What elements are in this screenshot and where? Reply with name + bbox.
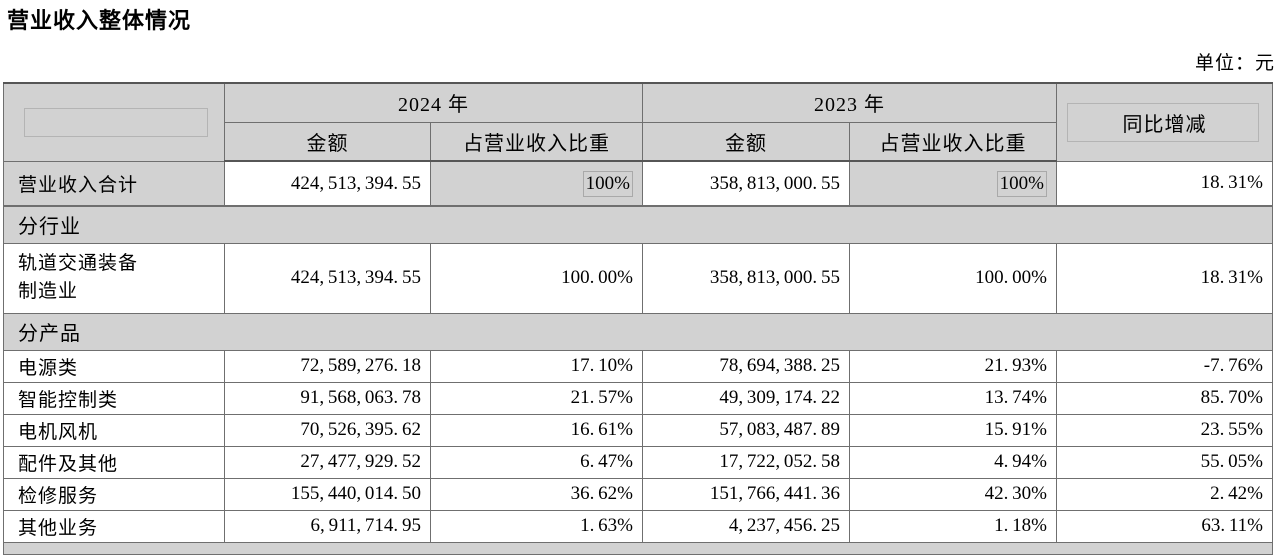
yoy-value: 55. 05% [1056,445,1273,479]
header-amount-2024: 金额 [224,121,431,162]
ratio-2023: 1. 18% [849,509,1057,543]
ratio-2024: 36. 62% [430,477,643,511]
header-row-years: 2024 年 2023 年 同比增减 [3,82,1273,162]
row-label: 电源类 [3,349,225,383]
amount-2024: 72, 589, 276. 18 [224,349,431,383]
yoy-value: 85. 70% [1056,381,1273,415]
header-amount-2023: 金额 [642,121,850,162]
row-label: 配件及其他 [3,445,225,479]
section-label: 分行业 [3,205,1273,244]
ratio-2024: 17. 10% [430,349,643,383]
header-year-2023: 2023 年 [642,82,1057,123]
row-label: 智能控制类 [3,381,225,415]
header-yoy: 同比增减 [1056,82,1273,162]
amount-2023: 4, 237, 456. 25 [642,509,850,543]
amount-2024: 424, 513, 394. 55 [224,160,431,207]
table-row-product: 智能控制类 91, 568, 063. 78 21. 57% 49, 309, … [3,381,1273,415]
header-ratio-2024: 占营业收入比重 [430,121,643,162]
next-row-partial [3,541,1273,555]
amount-2023: 358, 813, 000. 55 [642,242,850,314]
table-row-total: 营业收入合计 424, 513, 394. 55 100% 358, 813, … [3,160,1273,207]
ratio-2023: 13. 74% [849,381,1057,415]
yoy-value: 23. 55% [1056,413,1273,447]
ratio-2023: 100% [849,160,1057,207]
amount-2023: 49, 309, 174. 22 [642,381,850,415]
amount-2023: 358, 813, 000. 55 [642,160,850,207]
table-row-product: 电源类 72, 589, 276. 18 17. 10% 78, 694, 38… [3,349,1273,383]
ratio-2023: 21. 93% [849,349,1057,383]
ratio-2024: 1. 63% [430,509,643,543]
ratio-2024: 100. 00% [430,242,643,314]
ratio-2023: 100. 00% [849,242,1057,314]
ratio-2024: 16. 61% [430,413,643,447]
ratio-2024: 100% [430,160,643,207]
amount-2023: 57, 083, 487. 89 [642,413,850,447]
header-year-2024: 2024 年 [224,82,643,123]
row-label: 营业收入合计 [3,160,225,207]
header-row-measures: 金额 占营业收入比重 金额 占营业收入比重 [4,121,1273,162]
corner-header-cell [3,82,225,162]
ratio-2024: 21. 57% [430,381,643,415]
section-row-product: 分产品 [3,312,1273,351]
yoy-value: 18. 31% [1056,160,1273,207]
ratio-2023: 4. 94% [849,445,1057,479]
ratio-2024: 6. 47% [430,445,643,479]
row-label: 轨道交通装备制造业 [3,242,225,314]
table-row-product: 检修服务 155, 440, 014. 50 36. 62% 151, 766,… [3,477,1273,511]
amount-2024: 70, 526, 395. 62 [224,413,431,447]
yoy-inset-rect [1067,103,1259,142]
yoy-value: 18. 31% [1056,242,1273,314]
amount-2023: 78, 694, 388. 25 [642,349,850,383]
amount-2024: 6, 911, 714. 95 [224,509,431,543]
table-row-product: 电机风机 70, 526, 395. 62 16. 61% 57, 083, 4… [3,413,1273,447]
ratio-2023: 15. 91% [849,413,1057,447]
corner-inset-rect [24,108,208,137]
table-row-product: 配件及其他 27, 477, 929. 52 6. 47% 17, 722, 0… [3,445,1273,479]
yoy-value: 63. 11% [1056,509,1273,543]
amount-2024: 155, 440, 014. 50 [224,477,431,511]
header-ratio-2023: 占营业收入比重 [849,121,1057,162]
table-header: 2024 年 2023 年 同比增减 金额 占营业收入比重 金额 占营业收入比重 [3,82,1273,162]
page-title: 营业收入整体情况 [7,8,192,33]
amount-2023: 17, 722, 052. 58 [642,445,850,479]
revenue-table: 2024 年 2023 年 同比增减 金额 占营业收入比重 金额 占营业收入比重… [3,82,1273,555]
section-row-industry: 分行业 [3,205,1273,244]
row-label: 检修服务 [3,477,225,511]
unit-label: 单位：元 [1194,53,1275,74]
amount-2023: 151, 766, 441. 36 [642,477,850,511]
row-label: 其他业务 [3,509,225,543]
yoy-value: -7. 76% [1056,349,1273,383]
row-label: 电机风机 [3,413,225,447]
table-row-product: 其他业务 6, 911, 714. 95 1. 63% 4, 237, 456.… [3,509,1273,543]
amount-2024: 91, 568, 063. 78 [224,381,431,415]
table-row-industry: 轨道交通装备制造业 424, 513, 394. 55 100. 00% 358… [3,242,1273,314]
section-label: 分产品 [3,312,1273,351]
amount-2024: 424, 513, 394. 55 [224,242,431,314]
yoy-value: 2. 42% [1056,477,1273,511]
amount-2024: 27, 477, 929. 52 [224,445,431,479]
ratio-2023: 42. 30% [849,477,1057,511]
